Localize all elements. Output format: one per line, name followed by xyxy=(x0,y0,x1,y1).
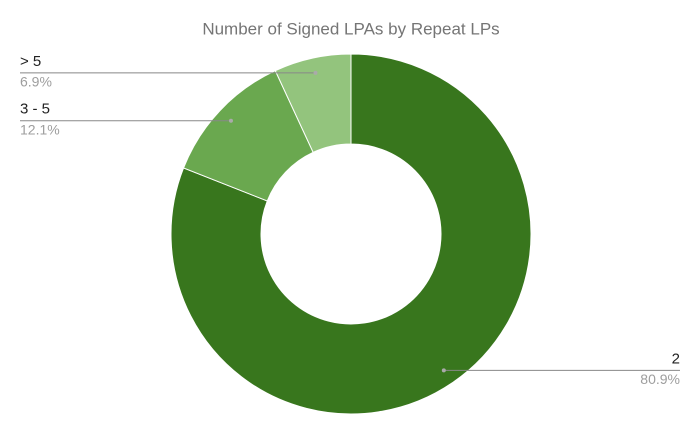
slice-label: 3 - 5 xyxy=(20,101,50,118)
leader-dot xyxy=(228,118,233,123)
slice-label: > 5 xyxy=(20,53,41,70)
slice-label: 2 xyxy=(672,350,680,367)
chart-title: Number of Signed LPAs by Repeat LPs xyxy=(202,19,499,38)
slice xyxy=(170,53,532,415)
leader-dot xyxy=(441,368,446,373)
slice xyxy=(274,53,352,154)
leader-dot xyxy=(313,70,318,75)
value-label: 12.1% xyxy=(20,121,60,137)
value-label: 80.9% xyxy=(640,371,680,387)
value-label: 6.9% xyxy=(20,74,52,90)
